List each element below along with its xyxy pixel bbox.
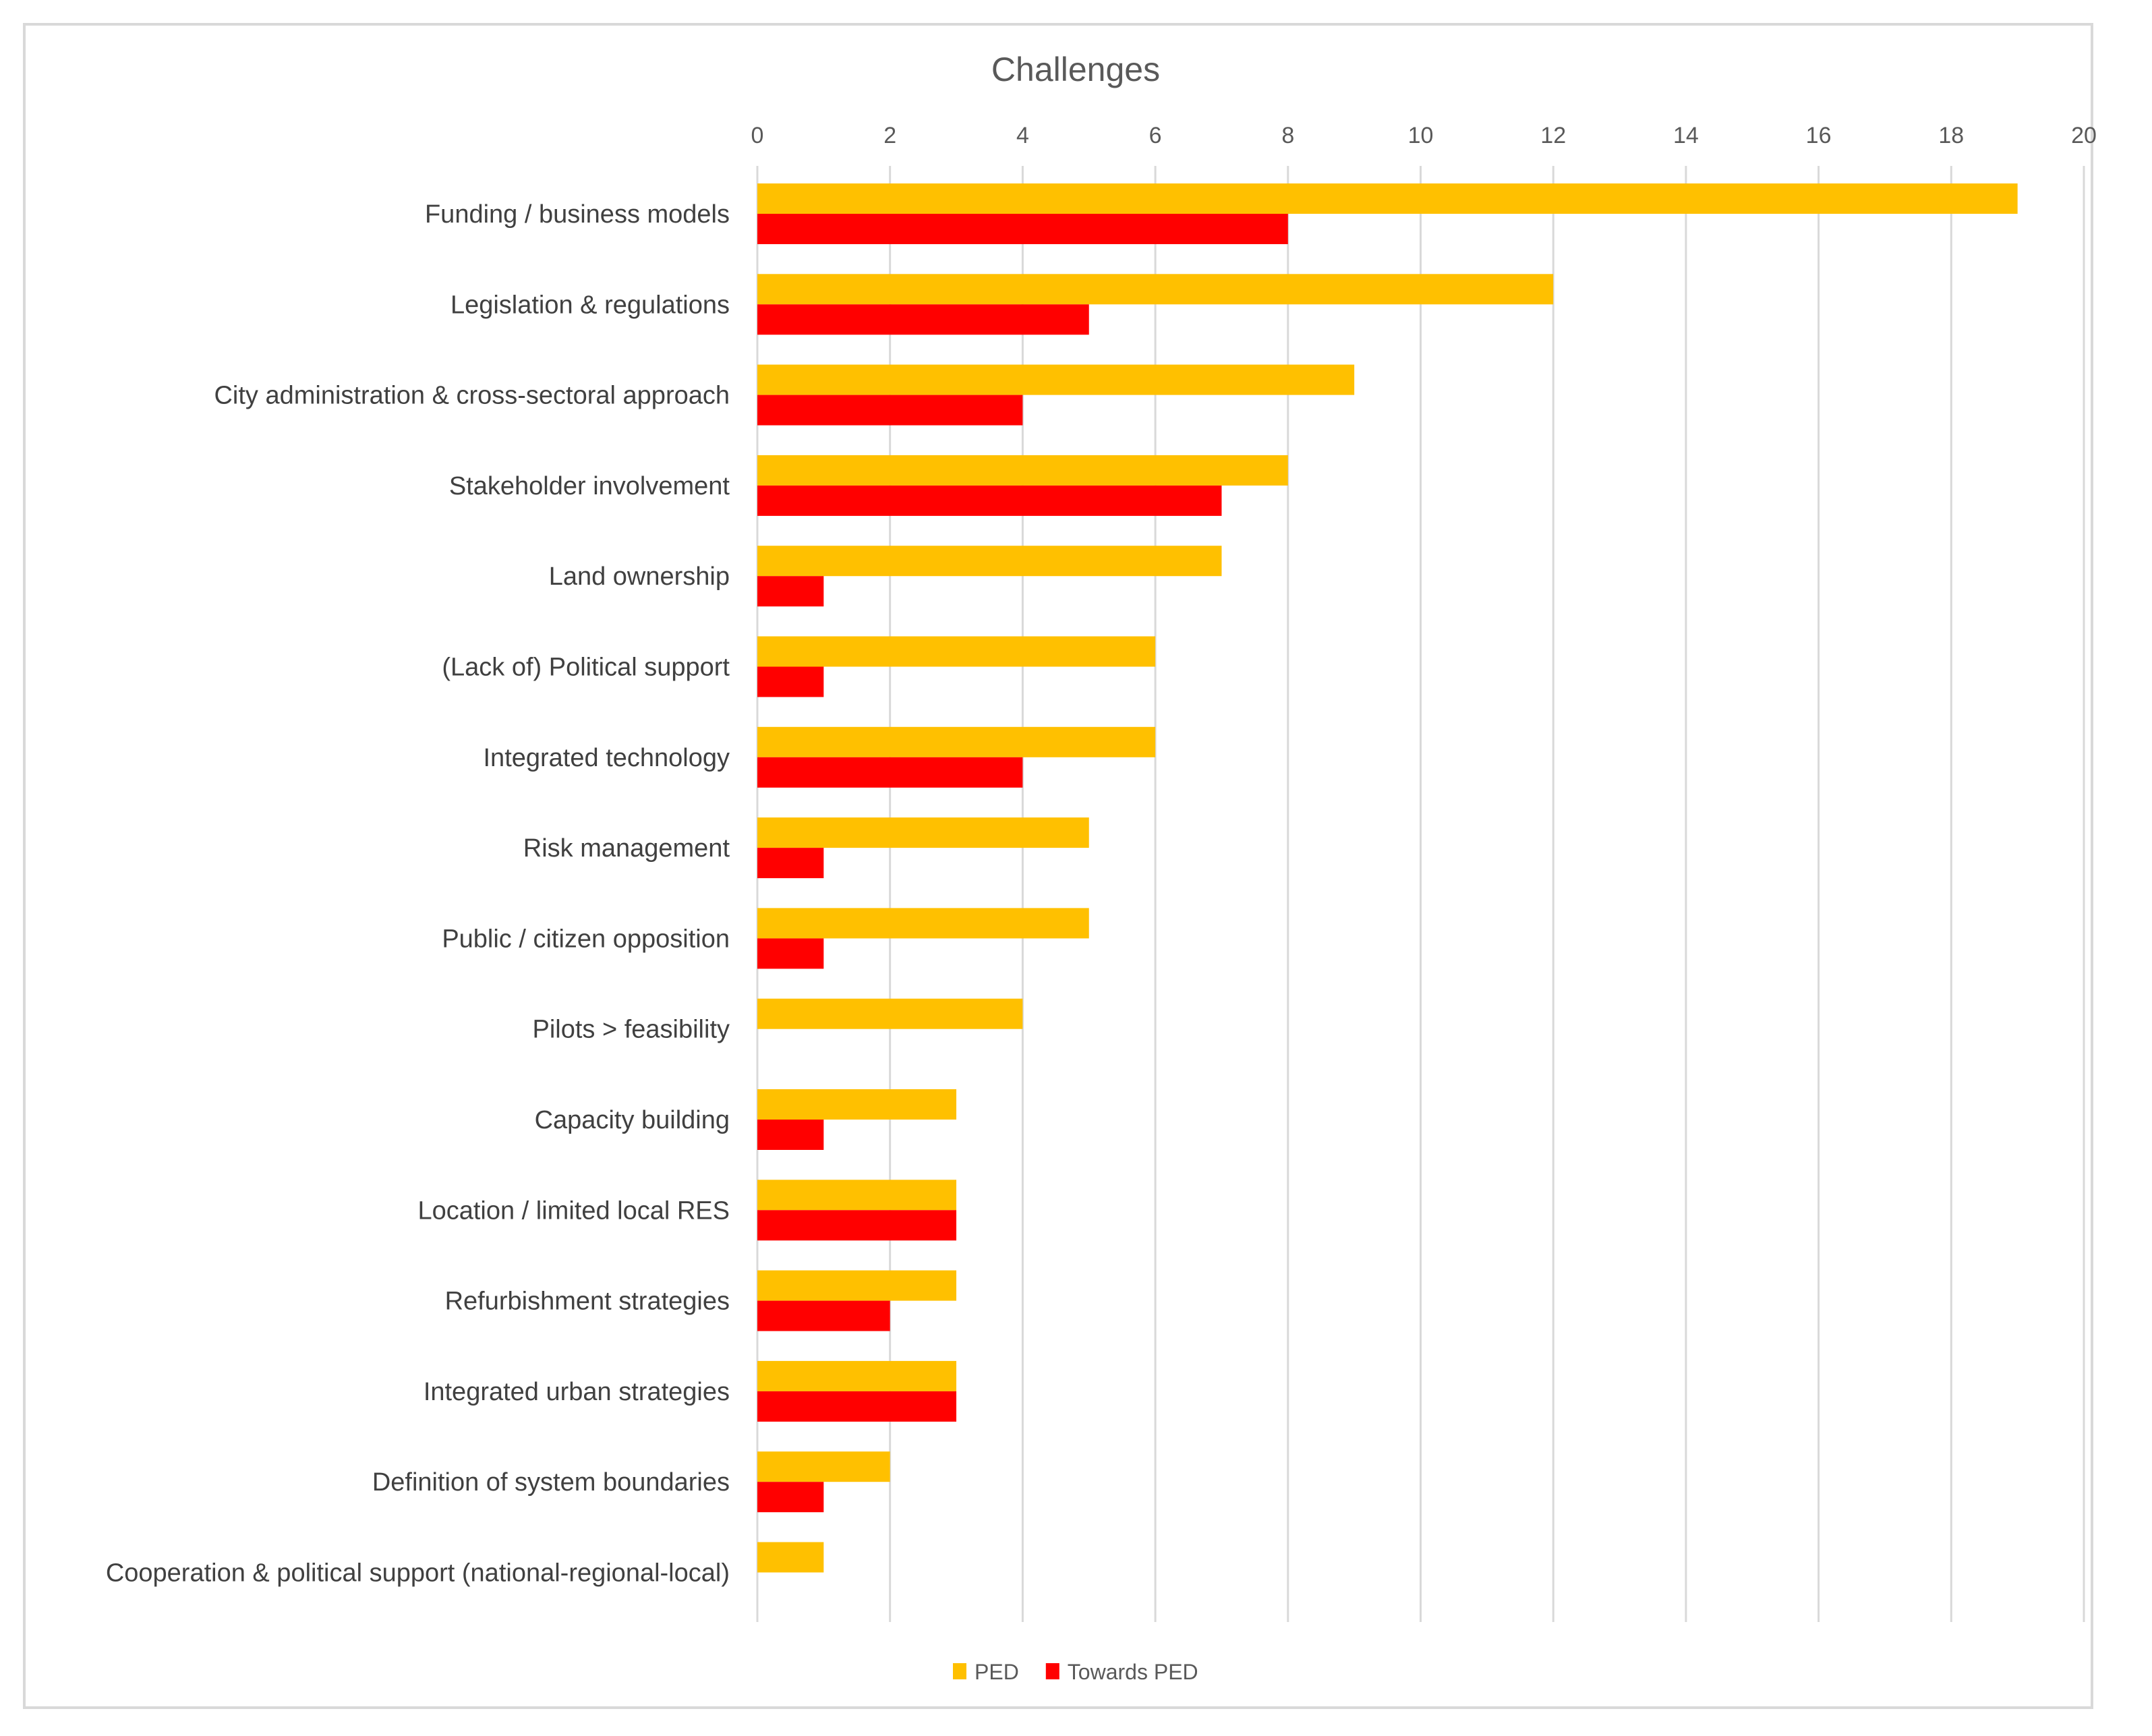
bar-towards-ped xyxy=(757,214,1288,244)
bar-towards-ped xyxy=(757,1300,890,1331)
x-tick-label: 20 xyxy=(2071,123,2097,148)
bar-towards-ped xyxy=(757,485,1222,516)
bar-ped xyxy=(757,1451,890,1482)
x-axis-ticks: 0 2 4 6 8 10 12 14 16 18 20 xyxy=(751,123,2097,148)
category-label: (Lack of) Political support xyxy=(442,654,730,682)
bars xyxy=(757,183,2018,1573)
category-label: Definition of system boundaries xyxy=(372,1468,730,1497)
legend: PED Towards PED xyxy=(953,1660,1198,1684)
bar-ped xyxy=(757,183,2018,214)
category-label: Risk management xyxy=(523,834,730,863)
x-tick-label: 12 xyxy=(1540,123,1566,148)
bar-towards-ped xyxy=(757,576,824,607)
category-label: Refurbishment strategies xyxy=(445,1287,730,1316)
bar-towards-ped xyxy=(757,1210,957,1241)
bar-towards-ped xyxy=(757,395,1023,426)
bar-ped xyxy=(757,908,1089,939)
category-label: Integrated technology xyxy=(484,744,730,772)
x-tick-label: 6 xyxy=(1149,123,1162,148)
bar-ped xyxy=(757,546,1222,577)
x-tick-label: 14 xyxy=(1673,123,1699,148)
bar-towards-ped xyxy=(757,1482,824,1513)
category-label: Integrated urban strategies xyxy=(424,1378,730,1406)
bar-ped xyxy=(757,636,1156,667)
x-tick-label: 2 xyxy=(883,123,896,148)
x-tick-label: 4 xyxy=(1016,123,1029,148)
chart-title: Challenges xyxy=(991,51,1160,88)
bar-ped xyxy=(757,274,1554,305)
bar-towards-ped xyxy=(757,666,824,697)
category-label: Stakeholder involvement xyxy=(449,472,730,500)
category-label: Funding / business models xyxy=(425,200,730,229)
bar-ped xyxy=(757,817,1089,848)
bar-ped xyxy=(757,1180,957,1211)
bar-ped xyxy=(757,1270,957,1301)
bar-towards-ped xyxy=(757,848,824,879)
bar-ped xyxy=(757,1542,824,1573)
bar-ped xyxy=(757,1360,957,1391)
bar-towards-ped xyxy=(757,304,1089,335)
category-label: Cooperation & political support (nationa… xyxy=(106,1559,730,1588)
bar-ped xyxy=(757,1089,957,1120)
x-tick-label: 0 xyxy=(751,123,764,148)
legend-label-ped: PED xyxy=(975,1660,1019,1684)
bar-ped xyxy=(757,998,1023,1029)
legend-swatch-towards-ped xyxy=(1045,1663,1059,1679)
legend-swatch-ped xyxy=(953,1663,966,1679)
category-label: Capacity building xyxy=(535,1106,730,1134)
bar-ped xyxy=(757,364,1355,395)
legend-label-towards-ped: Towards PED xyxy=(1068,1660,1198,1684)
bar-ped xyxy=(757,455,1288,486)
x-tick-label: 8 xyxy=(1281,123,1294,148)
bar-towards-ped xyxy=(757,1120,824,1150)
category-label: Legislation & regulations xyxy=(450,291,730,319)
x-tick-label: 16 xyxy=(1806,123,1832,148)
bar-towards-ped xyxy=(757,1391,957,1422)
category-label: City administration & cross-sectoral app… xyxy=(214,382,730,410)
category-label: Pilots > feasibility xyxy=(532,1016,730,1044)
bar-towards-ped xyxy=(757,757,1023,788)
category-label: Location / limited local RES xyxy=(417,1196,730,1225)
bar-towards-ped xyxy=(757,938,824,969)
x-tick-label: 18 xyxy=(1938,123,1964,148)
x-tick-label: 10 xyxy=(1408,123,1434,148)
category-label: Public / citizen opposition xyxy=(442,925,730,953)
category-labels: Funding / business models Legislation & r… xyxy=(106,200,730,1588)
category-label: Land ownership xyxy=(549,562,730,591)
bar-ped xyxy=(757,726,1156,757)
